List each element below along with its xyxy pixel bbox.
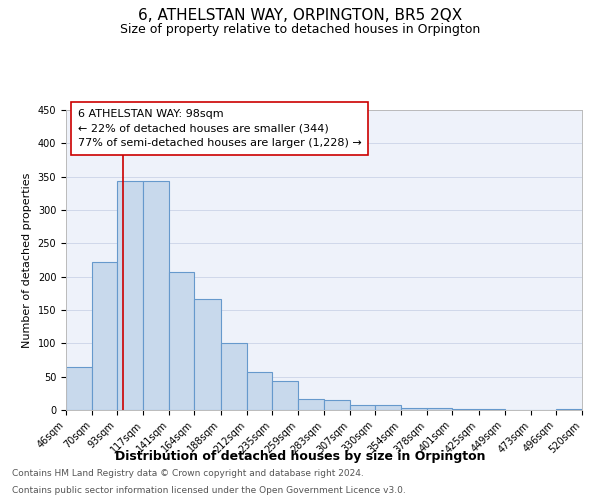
Bar	[92, 262, 117, 410]
Text: Distribution of detached houses by size in Orpington: Distribution of detached houses by size …	[115, 450, 485, 463]
Bar	[143, 180, 169, 410]
Bar	[427, 408, 452, 410]
Text: Size of property relative to detached houses in Orpington: Size of property relative to detached ho…	[120, 22, 480, 36]
Bar	[350, 404, 375, 410]
Text: 6, ATHELSTAN WAY, ORPINGTON, BR5 2QX: 6, ATHELSTAN WAY, ORPINGTON, BR5 2QX	[138, 8, 462, 22]
Text: 6 ATHELSTAN WAY: 98sqm
← 22% of detached houses are smaller (344)
77% of semi-de: 6 ATHELSTAN WAY: 98sqm ← 22% of detached…	[78, 109, 362, 148]
Bar	[169, 272, 194, 410]
Text: Contains public sector information licensed under the Open Government Licence v3: Contains public sector information licen…	[12, 486, 406, 495]
Bar	[401, 408, 427, 410]
Bar	[117, 180, 143, 410]
Bar	[375, 406, 401, 410]
Bar	[298, 400, 324, 410]
Bar	[221, 344, 247, 410]
Bar	[324, 400, 350, 410]
Bar	[194, 298, 221, 410]
Bar	[247, 372, 272, 410]
Bar	[452, 408, 479, 410]
Bar	[272, 382, 298, 410]
Y-axis label: Number of detached properties: Number of detached properties	[22, 172, 32, 348]
Bar	[66, 366, 92, 410]
Text: Contains HM Land Registry data © Crown copyright and database right 2024.: Contains HM Land Registry data © Crown c…	[12, 468, 364, 477]
